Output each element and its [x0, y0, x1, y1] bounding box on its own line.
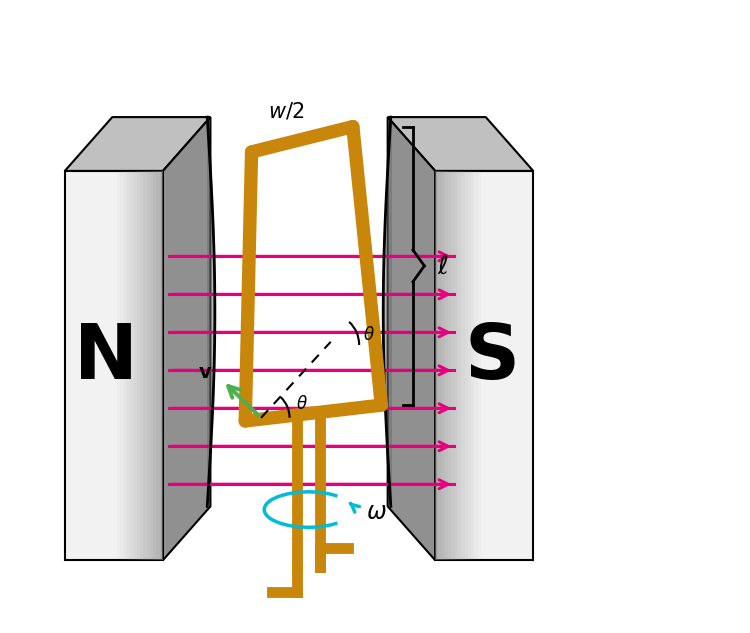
Polygon shape — [130, 171, 134, 560]
Text: $\theta$: $\theta$ — [296, 395, 308, 413]
Polygon shape — [157, 171, 160, 560]
Polygon shape — [153, 171, 157, 560]
Polygon shape — [64, 117, 211, 171]
Text: $w/2$: $w/2$ — [268, 100, 304, 122]
Text: $\bf{v}$: $\bf{v}$ — [198, 365, 212, 382]
Polygon shape — [388, 117, 435, 560]
Polygon shape — [136, 171, 140, 560]
Polygon shape — [461, 171, 464, 560]
Polygon shape — [471, 171, 475, 560]
Polygon shape — [439, 171, 442, 560]
Polygon shape — [163, 117, 211, 560]
Polygon shape — [140, 171, 143, 560]
Polygon shape — [468, 171, 471, 560]
Polygon shape — [143, 171, 146, 560]
Polygon shape — [124, 171, 127, 560]
Polygon shape — [121, 171, 124, 560]
Polygon shape — [445, 171, 448, 560]
Text: N: N — [74, 321, 138, 395]
Polygon shape — [435, 171, 439, 560]
Polygon shape — [127, 171, 130, 560]
Polygon shape — [475, 171, 478, 560]
Text: $\ell$: $\ell$ — [437, 253, 448, 279]
Polygon shape — [134, 171, 136, 560]
Polygon shape — [146, 171, 150, 560]
Polygon shape — [454, 171, 458, 560]
Polygon shape — [64, 171, 163, 560]
Polygon shape — [150, 171, 153, 560]
Text: S: S — [464, 321, 520, 395]
Text: $\omega$: $\omega$ — [365, 501, 386, 524]
Polygon shape — [388, 117, 533, 171]
Polygon shape — [458, 171, 461, 560]
Polygon shape — [435, 171, 533, 560]
Polygon shape — [160, 171, 163, 560]
Polygon shape — [452, 171, 454, 560]
Polygon shape — [442, 171, 445, 560]
Polygon shape — [464, 171, 468, 560]
Polygon shape — [448, 171, 452, 560]
Text: $\theta$: $\theta$ — [363, 326, 374, 344]
